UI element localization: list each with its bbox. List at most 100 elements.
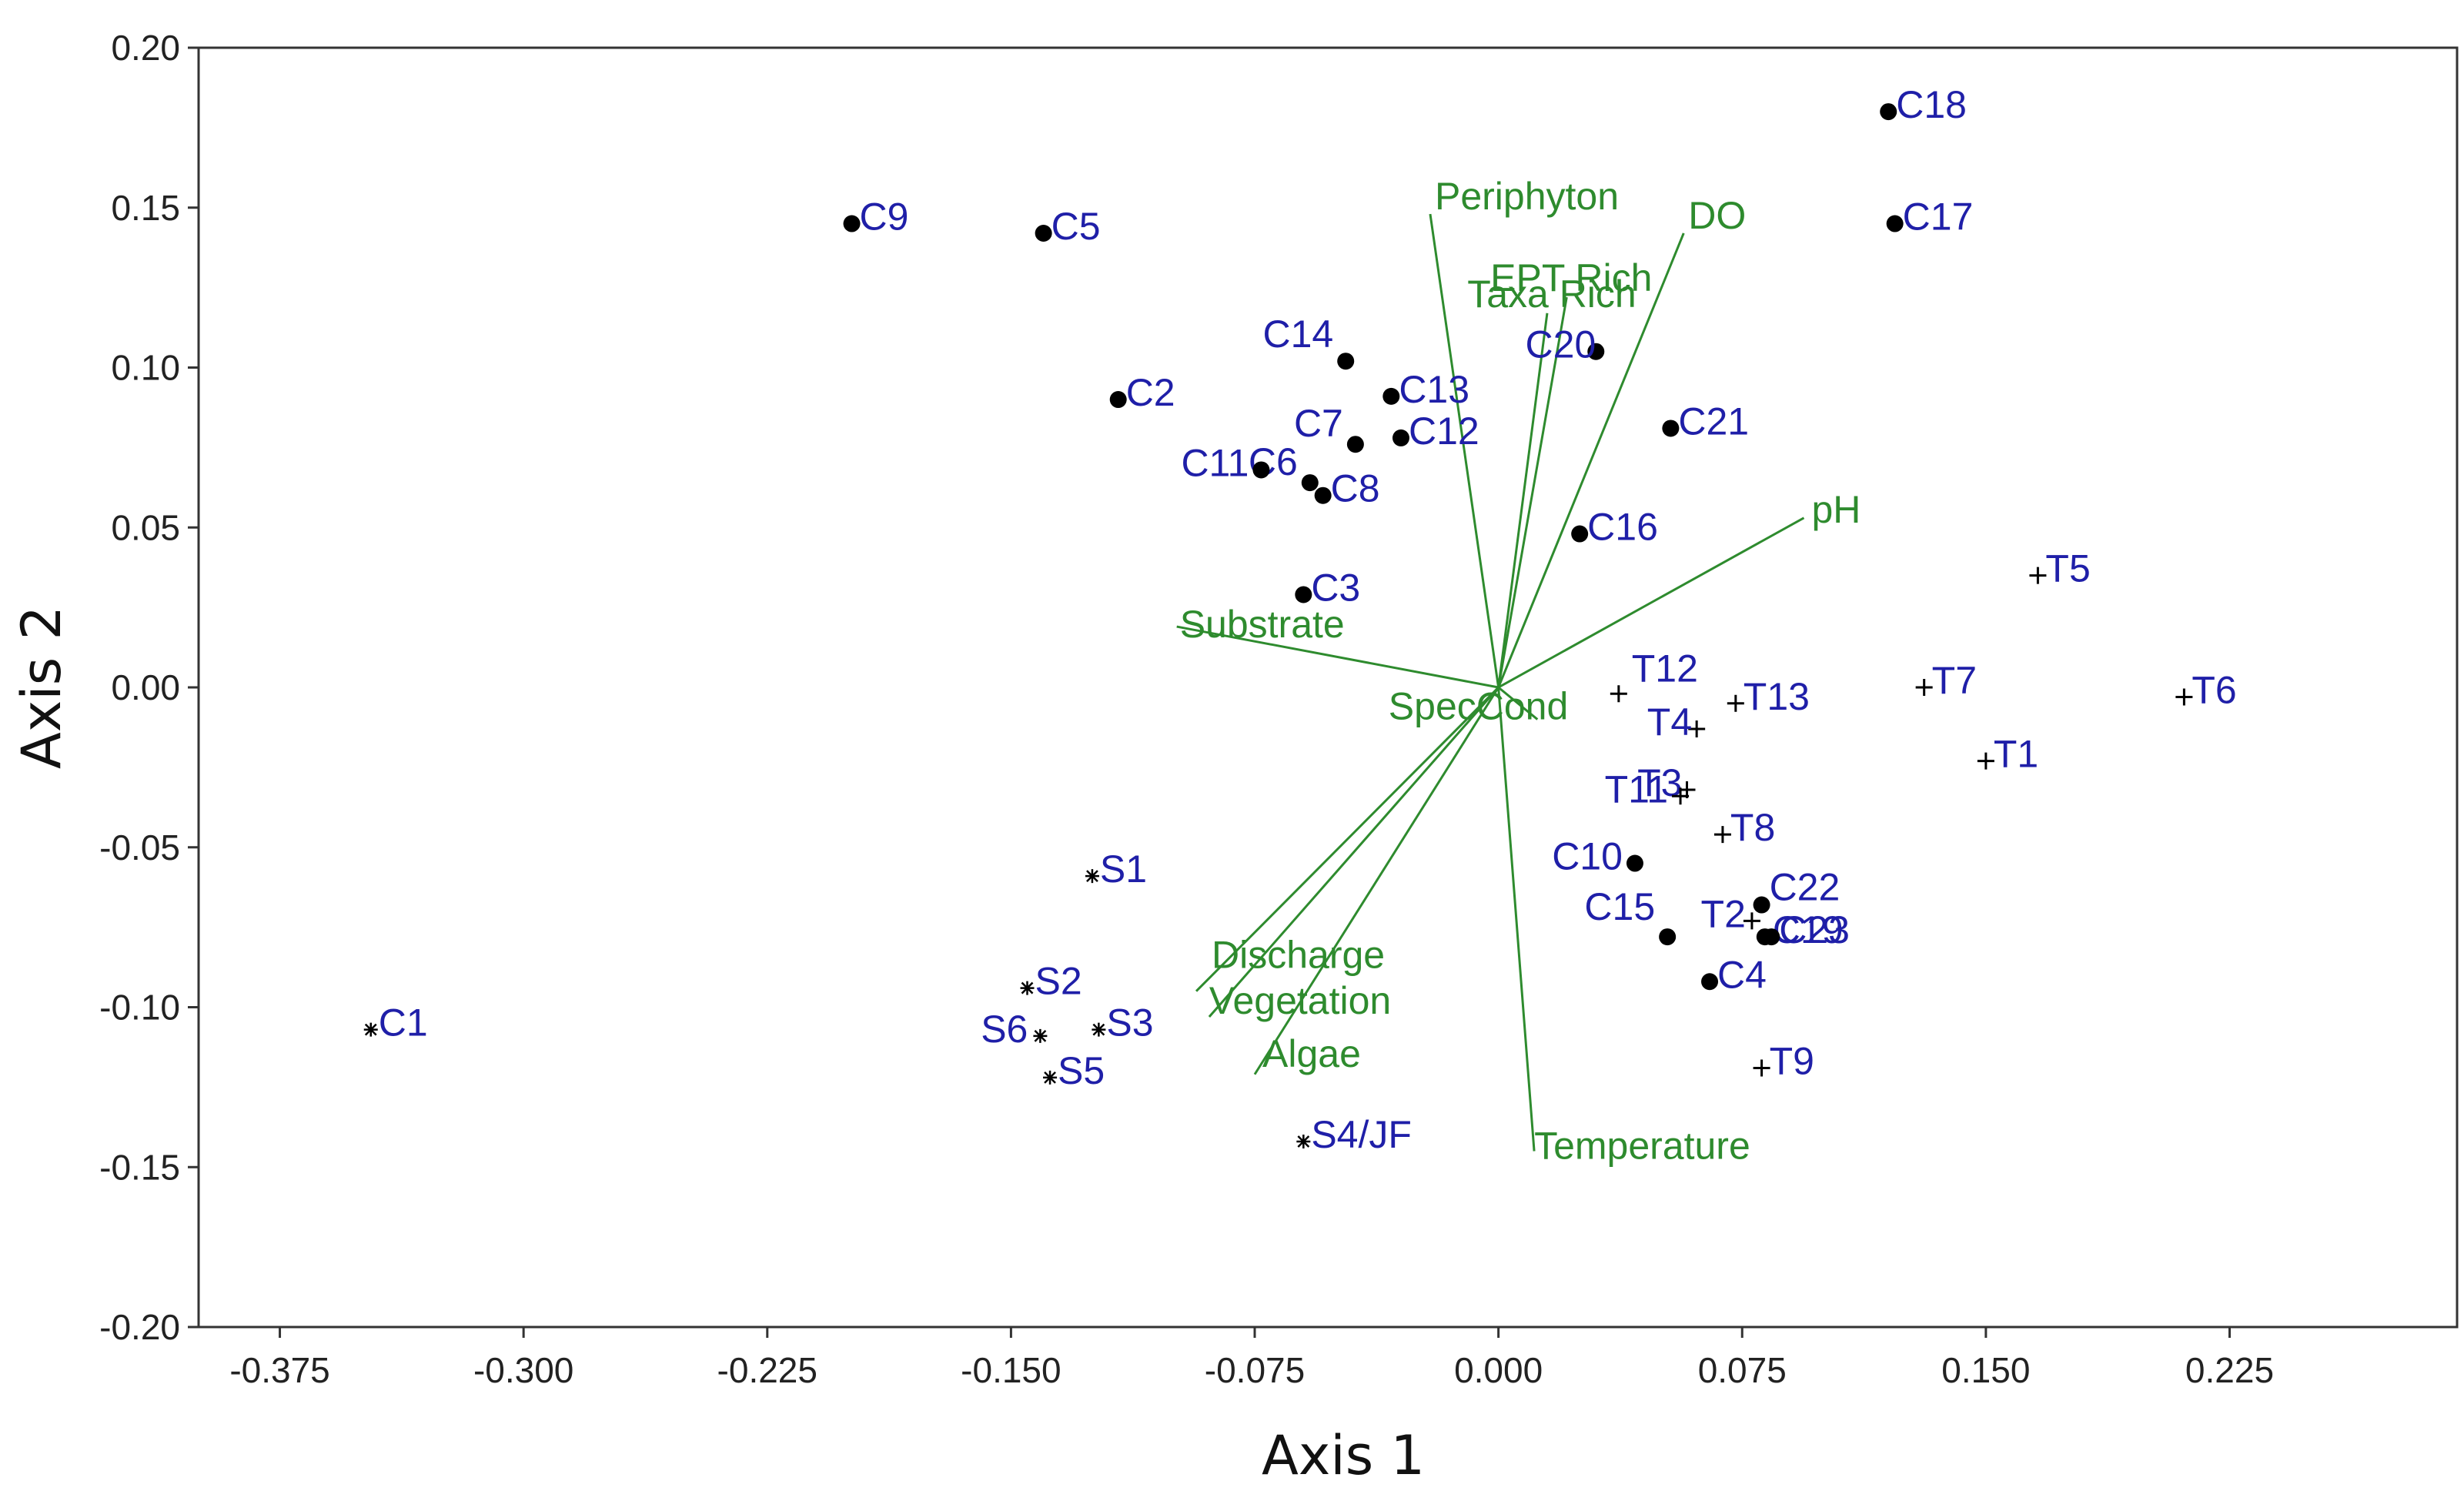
point-marker — [1337, 353, 1355, 370]
x-tick-label: -0.075 — [1205, 1350, 1305, 1390]
point-marker — [1753, 1059, 1770, 1077]
vector-line — [1208, 687, 1499, 1018]
y-tick-label: 0.00 — [111, 667, 180, 707]
x-tick-label: 0.075 — [1698, 1350, 1787, 1390]
point-marker — [1296, 1135, 1311, 1149]
point-marker — [1763, 928, 1780, 946]
point-marker — [1662, 420, 1680, 437]
y-tick-label: -0.15 — [99, 1147, 180, 1187]
y-tick-label: 0.15 — [111, 188, 180, 228]
vector-line — [1195, 686, 1499, 992]
point-label: C17 — [1903, 196, 1974, 239]
point-label: C22 — [1770, 866, 1840, 909]
point-marker — [1301, 474, 1319, 492]
point-label: T7 — [1932, 659, 1977, 702]
point-label: S6 — [981, 1008, 1028, 1051]
point-label: T6 — [2192, 668, 2236, 711]
point-label: C18 — [1896, 83, 1967, 126]
y-tick-label: -0.10 — [99, 988, 180, 1028]
vector-label: EPT Rich — [1490, 256, 1652, 299]
vector-line — [1176, 625, 1499, 689]
point-label: C20 — [1526, 323, 1596, 366]
point-marker — [1314, 486, 1332, 504]
point-label: S5 — [1058, 1049, 1105, 1092]
point-marker — [1043, 1070, 1058, 1085]
point-marker — [1033, 1028, 1048, 1043]
point-marker — [843, 215, 861, 232]
point-marker — [1571, 525, 1589, 543]
point-label: C12 — [1409, 410, 1479, 453]
point-label: C5 — [1051, 205, 1101, 248]
point-label: C16 — [1587, 506, 1658, 549]
x-axis-title: Axis 1 — [1262, 1424, 1425, 1487]
point-label: C7 — [1294, 402, 1343, 445]
x-tick-label: 0.000 — [1454, 1350, 1543, 1390]
point-marker — [2175, 688, 2193, 706]
point-label: C11 — [1181, 441, 1249, 484]
y-axis-ticks: 0.20 0.15 0.10 0.05 0.00 -0.05 -0.10 -0.15 -0.20 — [99, 28, 199, 1347]
point-label: S4/JF — [1311, 1113, 1412, 1156]
point-label: T2 — [1701, 892, 1746, 935]
point-marker — [1610, 685, 1627, 703]
point-label: S3 — [1106, 1001, 1153, 1045]
point-label: T12 — [1632, 647, 1698, 690]
y-tick-label: -0.05 — [99, 827, 180, 868]
x-tick-label: -0.300 — [473, 1350, 573, 1390]
vector-line — [1497, 296, 1568, 688]
vector-line — [1497, 313, 1549, 688]
point-marker — [1092, 1022, 1106, 1037]
point-label: C15 — [1584, 885, 1655, 928]
point-label: C23 — [1779, 908, 1850, 951]
point-label: C9 — [860, 196, 909, 239]
vector-label: DO — [1688, 194, 1746, 237]
vector-label: Taxa Rich — [1467, 272, 1637, 316]
point-marker — [1915, 679, 1933, 696]
point-label: C19 — [1773, 908, 1844, 951]
point-marker — [1880, 103, 1897, 121]
point-label: C21 — [1678, 399, 1749, 443]
point-marker — [1626, 854, 1643, 872]
point-label: C8 — [1331, 467, 1380, 510]
x-axis-ticks: -0.375 -0.300 -0.225 -0.150 -0.075 0.000 0.075… — [229, 1327, 2274, 1390]
point-label: T9 — [1770, 1039, 1814, 1082]
point-marker — [1020, 981, 1035, 995]
y-tick-label: 0.05 — [111, 507, 180, 547]
y-tick-label: 0.20 — [111, 28, 180, 68]
point-marker — [363, 1022, 378, 1037]
vector-line — [1497, 232, 1685, 688]
point-label: C14 — [1262, 313, 1333, 356]
x-tick-label: -0.375 — [229, 1350, 329, 1390]
point-marker — [1109, 391, 1127, 409]
point-label: T8 — [1730, 806, 1775, 849]
vector-line — [1497, 516, 1805, 689]
point-marker — [1713, 826, 1731, 844]
x-tick-label: -0.150 — [961, 1350, 1061, 1390]
point-label: C4 — [1717, 953, 1767, 996]
point-label: S1 — [1100, 847, 1147, 891]
vector-line — [1497, 686, 1539, 720]
y-tick-label: 0.10 — [111, 348, 180, 388]
x-tick-label: 0.225 — [2185, 1350, 2274, 1390]
point-marker — [1252, 461, 1270, 479]
point-label: T4 — [1647, 700, 1692, 744]
point-marker — [1392, 429, 1409, 446]
point-marker — [1659, 928, 1677, 946]
y-tick-label: -0.20 — [99, 1307, 180, 1347]
point-marker — [1886, 215, 1904, 232]
vector-label: Discharge — [1212, 934, 1385, 977]
point-marker — [1977, 752, 1994, 770]
point-marker — [1035, 224, 1052, 242]
point-label: C6 — [1249, 440, 1298, 483]
point-label: T11 — [1605, 767, 1668, 811]
point-label: C1 — [379, 1001, 428, 1045]
point-marker — [1085, 869, 1099, 884]
y-axis-title: Axis 2 — [10, 606, 73, 769]
point-marker — [1346, 436, 1364, 453]
point-marker — [1753, 896, 1770, 914]
point-marker — [1587, 343, 1605, 360]
vector-label: Substrate — [1180, 603, 1345, 646]
point-marker — [1382, 387, 1400, 405]
